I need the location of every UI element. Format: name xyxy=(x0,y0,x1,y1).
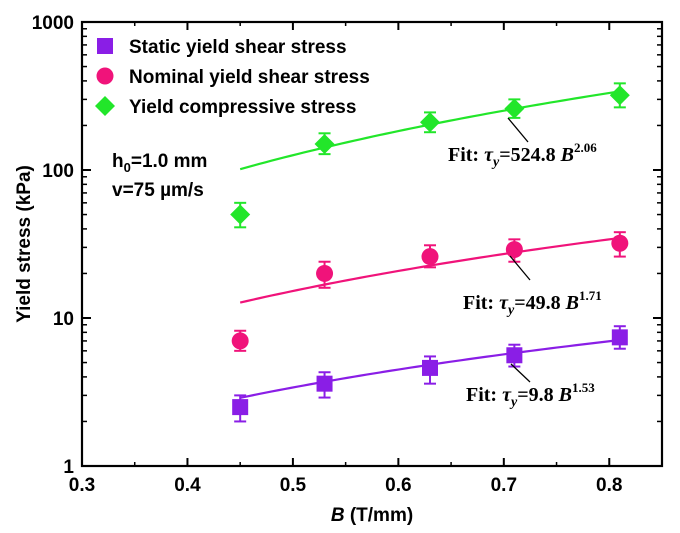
data-point-0 xyxy=(232,399,248,415)
x-tick-label: 0.8 xyxy=(596,475,622,496)
condition-speed: v=75 µm/s xyxy=(112,180,204,201)
data-point-0 xyxy=(612,329,628,345)
data-point-1 xyxy=(611,235,628,252)
fit-label-1: Fit: τy=49.8 B1.71 xyxy=(463,288,602,318)
data-point-2 xyxy=(504,99,524,119)
annotations: h0=1.0 mm v=75 µm/s Fit: τy=524.8 B2.06 Fit… xyxy=(112,118,602,410)
x-tick-label: 0.3 xyxy=(69,475,95,496)
data-points xyxy=(230,85,630,415)
data-point-2 xyxy=(610,85,630,105)
fit-label-2: Fit: τy=9.8 B1.53 xyxy=(466,380,595,410)
data-point-0 xyxy=(506,347,522,363)
fit-leader-2 xyxy=(511,364,530,382)
x-tick-label: 0.5 xyxy=(280,475,307,496)
x-tick-label: 0.6 xyxy=(385,475,411,496)
condition-gap: h0=1.0 mm xyxy=(112,151,207,175)
y-axis-title: Yield stress (kPa) xyxy=(14,165,35,323)
data-point-1 xyxy=(506,241,523,258)
legend-marker-2 xyxy=(95,96,115,116)
y-tick-label: 1000 xyxy=(32,13,74,34)
x-tick-label: 0.4 xyxy=(174,475,201,496)
legend-label-2: Yield compressive stress xyxy=(129,97,356,118)
axes: 0.3 0.4 0.5 0.6 0.7 0.8 1 10 100 1000 B (T/mm) Yiel… xyxy=(14,13,662,526)
x-axis-title: B (T/mm) xyxy=(331,505,413,526)
data-point-1 xyxy=(422,248,439,265)
data-point-2 xyxy=(420,112,440,132)
legend: Static yield shear stress Nominal yield s… xyxy=(95,37,370,118)
legend-label-1: Nominal yield shear stress xyxy=(129,67,370,88)
fit-label-0: Fit: τy=524.8 B2.06 xyxy=(448,140,597,170)
legend-marker-0 xyxy=(97,38,113,54)
data-point-2 xyxy=(230,205,250,225)
data-point-1 xyxy=(232,332,249,349)
fit-leader-0 xyxy=(508,118,528,142)
data-point-0 xyxy=(317,376,333,392)
data-point-2 xyxy=(315,134,335,154)
y-tick-label: 100 xyxy=(42,161,74,182)
fit-leader-1 xyxy=(510,256,530,280)
legend-label-0: Static yield shear stress xyxy=(129,37,347,58)
data-point-1 xyxy=(316,265,333,282)
x-tick-label: 0.7 xyxy=(491,475,517,496)
y-tick-label: 1 xyxy=(63,457,74,478)
y-tick-label: 10 xyxy=(53,309,74,330)
data-point-0 xyxy=(422,360,438,376)
legend-marker-1 xyxy=(97,68,114,85)
